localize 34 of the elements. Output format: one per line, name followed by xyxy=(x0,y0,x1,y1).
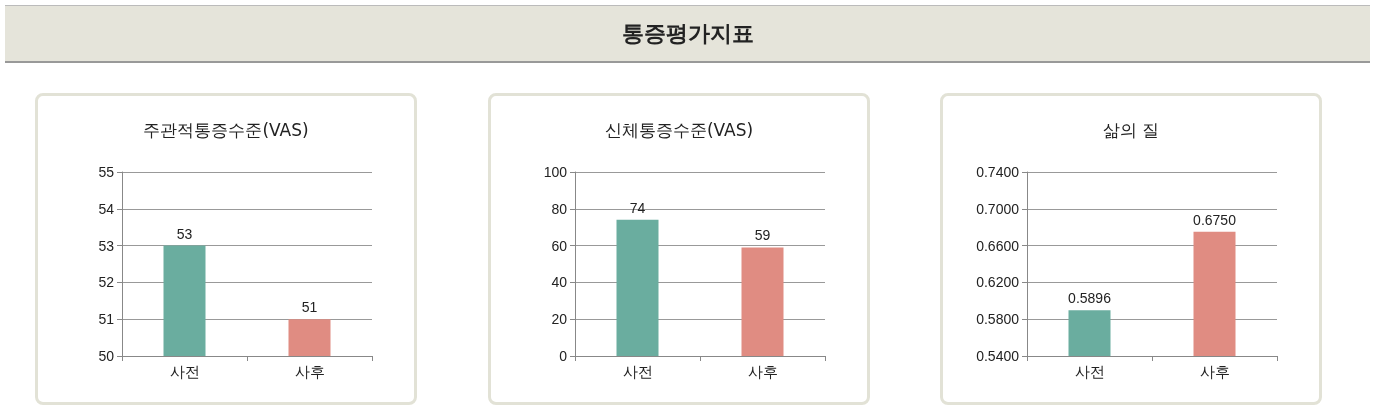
y-tick-label: 51 xyxy=(98,311,115,328)
data-label: 74 xyxy=(629,199,646,216)
data-label: 51 xyxy=(301,299,318,316)
y-tick-label: 50 xyxy=(98,348,115,364)
y-tick-label: 54 xyxy=(98,200,115,217)
y-tick-label: 20 xyxy=(551,311,568,328)
y-tick-label: 80 xyxy=(551,200,568,217)
text: 통증평가지표 xyxy=(5,5,1370,63)
y-tick-label: 40 xyxy=(551,274,568,291)
chart-title: 신체통증수준(VAS) xyxy=(604,119,754,140)
x-tick-label: 사전 xyxy=(169,363,200,380)
chart-title: 삶의 질 xyxy=(1102,119,1160,140)
x-tick-label: 사전 xyxy=(622,363,653,380)
y-tick-label: 55 xyxy=(98,164,115,180)
data-label: 0.6750 xyxy=(1193,211,1237,228)
y-tick-label: 0.7400 xyxy=(976,164,1020,180)
x-tick-label: 사후 xyxy=(747,363,778,380)
data-label: 53 xyxy=(176,225,193,242)
x-tick-label: 사후 xyxy=(1199,363,1230,380)
y-tick-label: 0.7000 xyxy=(976,200,1020,217)
chart-title: 주관적통증수준(VAS) xyxy=(143,119,309,140)
y-tick-label: 60 xyxy=(551,237,568,254)
data-label: 59 xyxy=(754,227,771,244)
y-tick-label: 0.6600 xyxy=(976,237,1020,254)
x-tick-label: 사후 xyxy=(294,363,325,380)
y-tick-label: 0.6200 xyxy=(976,274,1020,291)
y-tick-label: 52 xyxy=(98,274,115,291)
y-tick-label: 0 xyxy=(559,348,568,364)
y-tick-label: 0.5800 xyxy=(976,311,1020,328)
y-tick-label: 0.5400 xyxy=(976,348,1020,364)
y-tick-label: 53 xyxy=(98,237,115,254)
y-tick-label: 100 xyxy=(543,164,568,180)
data-label: 0.5896 xyxy=(1068,290,1112,307)
x-tick-label: 사전 xyxy=(1074,363,1105,380)
